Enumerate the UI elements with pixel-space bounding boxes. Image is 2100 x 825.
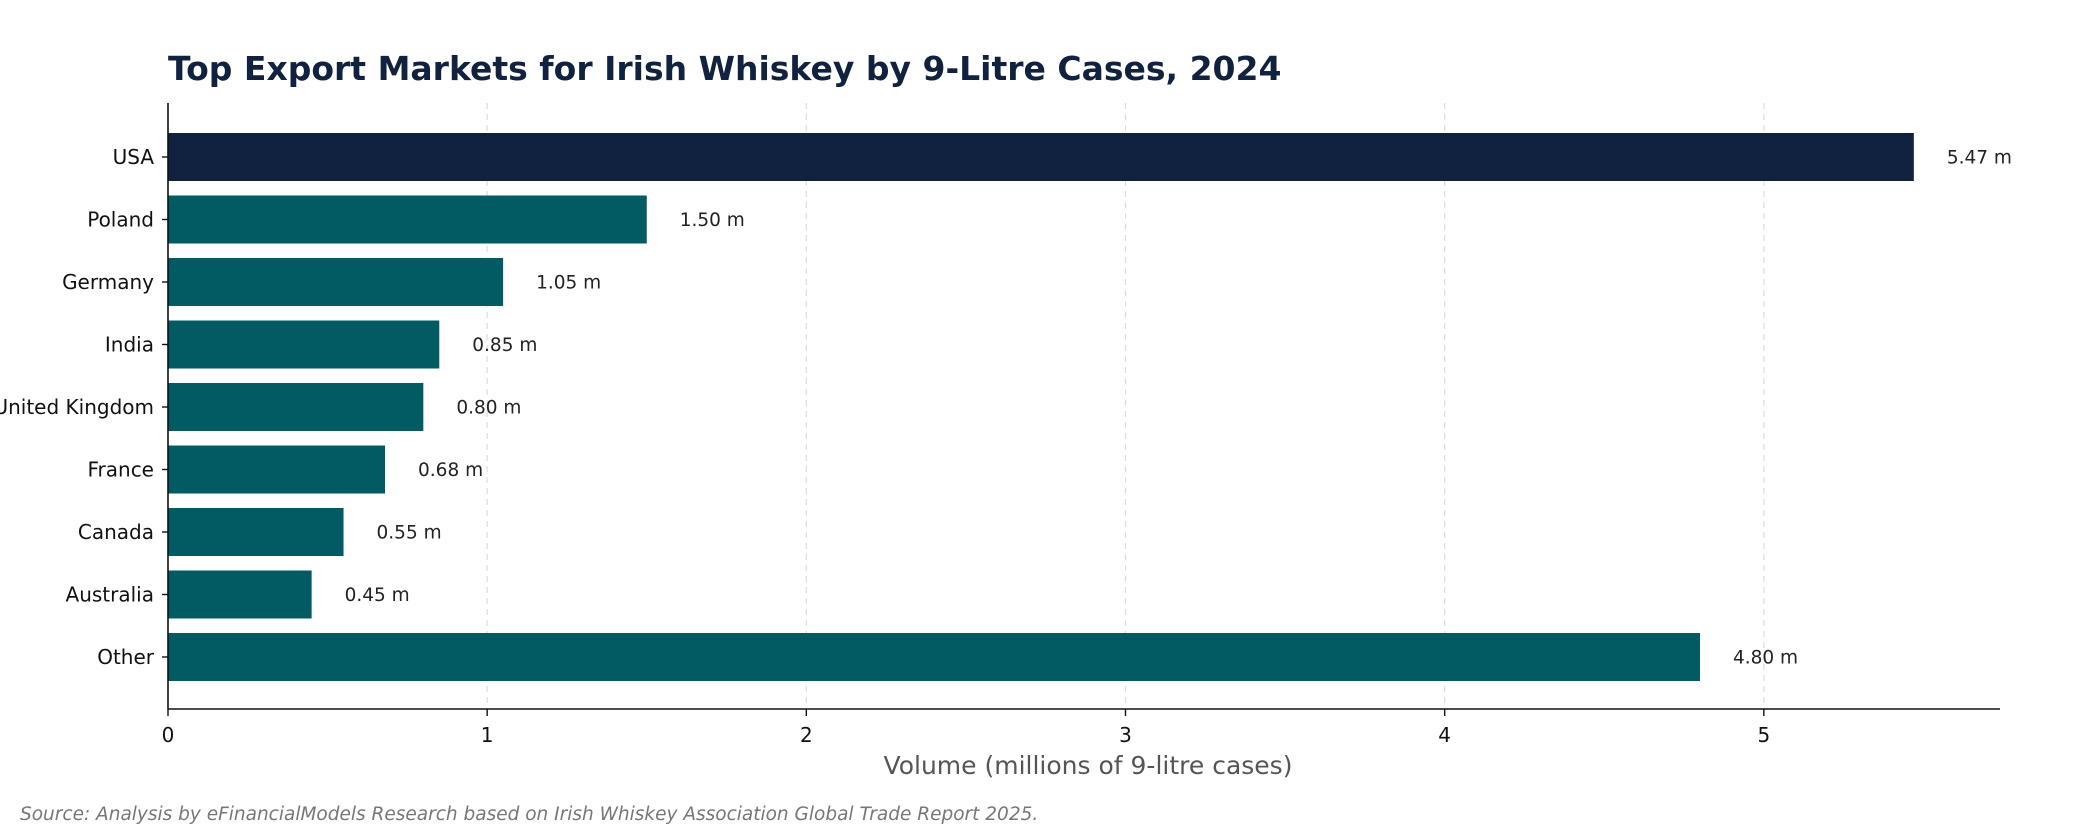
chart-title: Top Export Markets for Irish Whiskey by … — [168, 49, 1281, 88]
x-axis-title: Volume (millions of 9-litre cases) — [884, 751, 1293, 780]
x-tick-label-3: 3 — [1119, 723, 1132, 747]
y-tick-label-canada: Canada — [78, 520, 154, 544]
bar-germany — [168, 258, 504, 306]
bar-other — [168, 633, 1700, 681]
value-label-united-kingdom: 0.80 m — [456, 398, 521, 419]
value-label-canada: 0.55 m — [377, 523, 442, 544]
bar-india — [168, 320, 440, 369]
y-tick-label-australia: Australia — [66, 583, 154, 607]
y-tick-label-usa: USA — [113, 145, 155, 169]
bar-usa — [168, 133, 1914, 181]
x-tick-label-2: 2 — [800, 723, 813, 747]
bar-poland — [168, 195, 647, 244]
bar-canada — [168, 508, 344, 556]
value-label-other: 4.80 m — [1733, 648, 1798, 669]
value-label-india: 0.85 m — [472, 335, 537, 356]
bar-united-kingdom — [168, 383, 424, 431]
y-tick-label-germany: Germany — [62, 270, 154, 294]
y-tick-label-india: India — [105, 333, 154, 357]
bars: 5.47 m 1.50 m 1.05 m 0.85 m 0.80 m 0.68 m 0.55… — [168, 133, 2012, 681]
x-tick-label-1: 1 — [481, 723, 494, 747]
bar-australia — [168, 570, 312, 619]
value-label-australia: 0.45 m — [345, 585, 410, 606]
x-tick-label-0: 0 — [162, 723, 175, 747]
value-label-france: 0.68 m — [418, 460, 483, 481]
source-note: Source: Analysis by eFinancialModels Res… — [20, 804, 1038, 825]
value-label-poland: 1.50 m — [680, 210, 745, 231]
x-tick-label-5: 5 — [1757, 723, 1770, 747]
value-label-germany: 1.05 m — [536, 273, 601, 294]
gridlines — [486, 103, 1765, 709]
axes: USA Poland Germany India United Kingdom Franc… — [0, 103, 2000, 747]
bar-france — [168, 445, 386, 494]
y-tick-label-france: France — [87, 458, 154, 482]
y-tick-label-united-kingdom: United Kingdom — [0, 395, 154, 419]
value-label-usa: 5.47 m — [1947, 148, 2012, 169]
y-tick-label-poland: Poland — [87, 208, 154, 232]
y-tick-label-other: Other — [97, 645, 155, 669]
x-tick-label-4: 4 — [1438, 723, 1451, 747]
